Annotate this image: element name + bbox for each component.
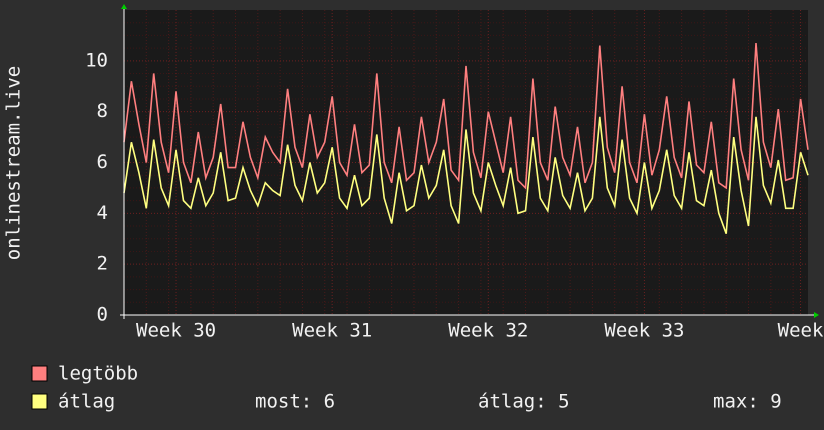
x-tick-label: Week 32: [448, 320, 528, 342]
legend-swatch: [31, 393, 48, 410]
y-tick-label: 10: [85, 49, 108, 71]
x-tick-label: Week: [778, 320, 824, 342]
x-tick-label: Week 30: [136, 320, 216, 342]
y-tick-label: 2: [97, 253, 108, 275]
x-tick-label: Week 31: [292, 320, 372, 342]
legend-label: legtöbb: [58, 363, 138, 385]
y-tick-label: 6: [97, 151, 108, 173]
axis-arrow: [814, 312, 819, 318]
legend-swatch: [31, 365, 48, 382]
y-axis-label: onlinestream.live: [3, 66, 25, 260]
y-tick-label: 4: [97, 202, 108, 224]
series-line: [123, 42, 809, 190]
series-line: [123, 116, 809, 234]
legend-label: átlag: [58, 391, 115, 413]
axis-arrow: [121, 4, 127, 9]
x-tick-label: Week 33: [604, 320, 684, 342]
y-tick-label: 0: [97, 304, 108, 326]
y-tick-label: 8: [97, 100, 108, 122]
stat: most: 6: [255, 391, 335, 413]
stat: átlag: 5: [478, 391, 570, 413]
stat: max: 9: [713, 391, 782, 413]
